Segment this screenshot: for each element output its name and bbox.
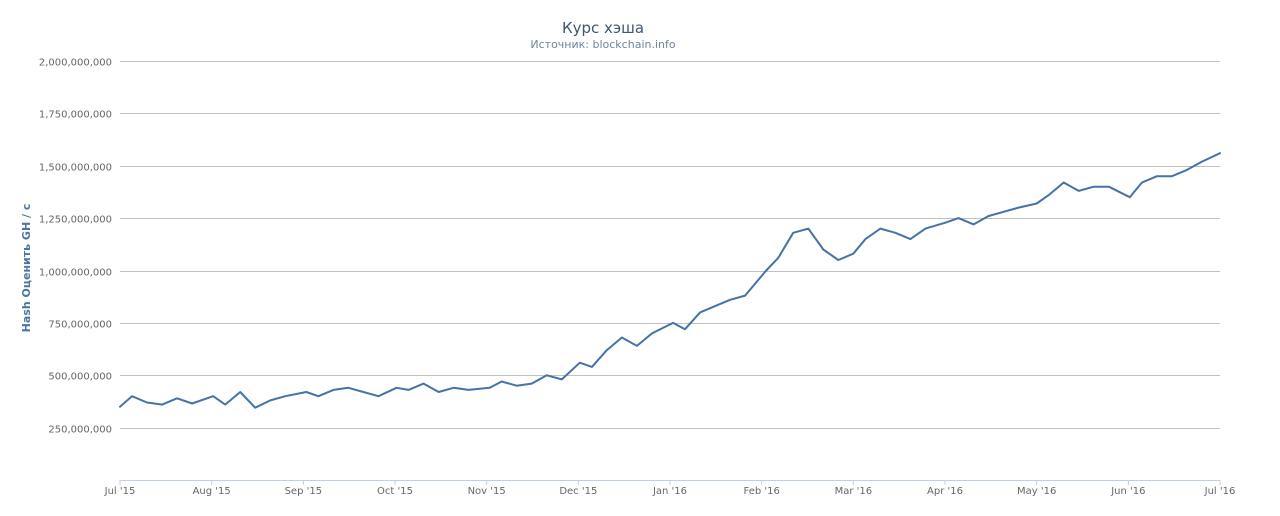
- y-tick-label: 1,750,000,000: [39, 110, 112, 121]
- chart-title: Курс хэша: [562, 19, 644, 37]
- y-tick-label: 1,000,000,000: [39, 268, 112, 279]
- chart-subtitle: Источник: blockchain.info: [530, 38, 675, 51]
- x-tick-label: Jun '16: [1110, 486, 1145, 497]
- y-axis-title: Hash Оценить GH / с: [20, 204, 33, 333]
- gridlines: [120, 61, 1220, 429]
- y-tick-label: 750,000,000: [48, 320, 112, 331]
- x-tick-label: Jul '15: [104, 486, 136, 497]
- y-tick-label: 250,000,000: [48, 425, 112, 436]
- series-line: [119, 152, 1221, 409]
- series-layer: [119, 152, 1221, 409]
- y-tick-label: 500,000,000: [48, 372, 112, 383]
- x-tick-label: May '16: [1017, 486, 1056, 497]
- x-tick-label: Jul '16: [1204, 486, 1236, 497]
- y-tick-label: 2,000,000,000: [39, 58, 112, 69]
- x-tick-label: Mar '16: [835, 486, 873, 497]
- x-tick-label: Feb '16: [743, 486, 779, 497]
- x-axis-tick-labels: Jul '15 Aug '15 Sep '15 Oct '15 Nov '15 Dec '…: [104, 486, 1236, 497]
- y-axis-tick-labels: 250,000,000 500,000,000 750,000,000 1,000,0…: [39, 58, 112, 436]
- x-tick-label: Sep '15: [285, 486, 323, 497]
- x-tick-label: Aug '15: [193, 486, 231, 497]
- x-tick-label: Nov '15: [468, 486, 506, 497]
- y-tick-label: 1,250,000,000: [39, 215, 112, 226]
- x-tick-label: Oct '15: [377, 486, 413, 497]
- y-tick-label: 1,500,000,000: [39, 163, 112, 174]
- x-axis: [119, 480, 1221, 485]
- x-tick-label: Apr '16: [927, 486, 963, 497]
- x-tick-label: Jan '16: [652, 486, 687, 497]
- x-tick-label: Dec '15: [559, 486, 597, 497]
